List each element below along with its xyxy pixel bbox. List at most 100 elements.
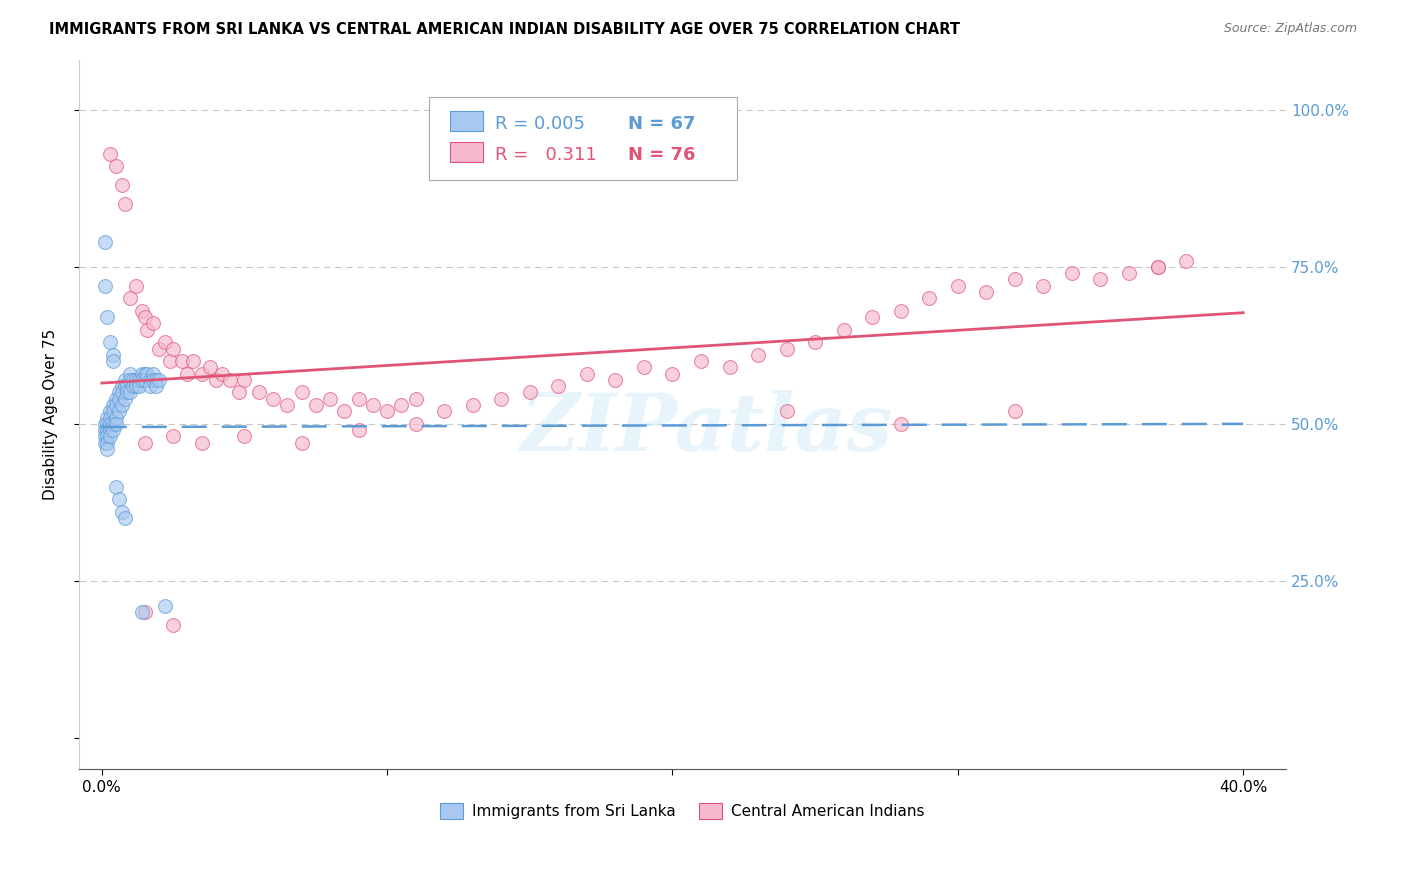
Point <box>633 360 655 375</box>
Point <box>519 385 541 400</box>
Point <box>1146 260 1168 274</box>
Point <box>98 410 121 425</box>
Point <box>205 373 228 387</box>
Point <box>103 348 125 362</box>
Point <box>305 398 328 412</box>
Point <box>200 360 222 375</box>
Point <box>148 373 170 387</box>
Point <box>890 303 912 318</box>
Point <box>262 392 284 406</box>
Text: Source: ZipAtlas.com: Source: ZipAtlas.com <box>1223 22 1357 36</box>
FancyBboxPatch shape <box>429 96 737 180</box>
Point <box>276 398 298 412</box>
Point <box>134 310 156 324</box>
Y-axis label: Disability Age Over 75: Disability Age Over 75 <box>44 329 58 500</box>
FancyBboxPatch shape <box>450 111 484 130</box>
Point <box>105 392 128 406</box>
Point <box>103 423 125 437</box>
Legend: Immigrants from Sri Lanka, Central American Indians: Immigrants from Sri Lanka, Central Ameri… <box>434 797 931 825</box>
Point <box>93 429 115 443</box>
Point <box>1175 253 1198 268</box>
Point <box>918 291 941 305</box>
Point <box>461 398 484 412</box>
Point <box>491 392 513 406</box>
Point <box>547 379 569 393</box>
Point <box>120 367 142 381</box>
Point <box>103 398 125 412</box>
Point <box>333 404 356 418</box>
Text: N = 67: N = 67 <box>628 115 696 133</box>
Point <box>111 505 134 519</box>
Point <box>211 367 233 381</box>
Point <box>1118 266 1140 280</box>
Point <box>93 278 115 293</box>
Point <box>139 373 162 387</box>
Point <box>1090 272 1112 286</box>
Point <box>120 385 142 400</box>
Point <box>162 342 184 356</box>
Point <box>131 367 153 381</box>
Point <box>1032 278 1054 293</box>
Point <box>105 480 128 494</box>
Point <box>136 367 159 381</box>
Point <box>105 398 128 412</box>
Point <box>96 417 118 431</box>
Point <box>98 429 121 443</box>
Point <box>98 423 121 437</box>
Point <box>190 367 212 381</box>
Text: R = 0.005: R = 0.005 <box>495 115 585 133</box>
Point <box>111 385 134 400</box>
Point <box>114 392 136 406</box>
Point <box>96 429 118 443</box>
Point <box>108 492 131 507</box>
Point <box>170 354 193 368</box>
Point <box>134 435 156 450</box>
Point <box>125 373 148 387</box>
Point <box>890 417 912 431</box>
Point <box>125 278 148 293</box>
Point <box>98 335 121 350</box>
Point <box>747 348 769 362</box>
Point <box>361 398 384 412</box>
Point <box>145 379 167 393</box>
Point <box>1146 260 1168 274</box>
Text: N = 76: N = 76 <box>628 146 696 164</box>
Point <box>117 385 139 400</box>
Point <box>120 373 142 387</box>
Point <box>661 367 683 381</box>
Point <box>93 235 115 249</box>
Point <box>108 404 131 418</box>
Point <box>976 285 998 299</box>
Text: IMMIGRANTS FROM SRI LANKA VS CENTRAL AMERICAN INDIAN DISABILITY AGE OVER 75 CORR: IMMIGRANTS FROM SRI LANKA VS CENTRAL AME… <box>49 22 960 37</box>
Point <box>832 323 855 337</box>
Point <box>319 392 342 406</box>
Point <box>389 398 412 412</box>
Point <box>96 410 118 425</box>
Point <box>114 373 136 387</box>
Point <box>233 429 256 443</box>
Point <box>228 385 250 400</box>
Point <box>290 385 312 400</box>
Point <box>108 385 131 400</box>
Point <box>946 278 969 293</box>
FancyBboxPatch shape <box>450 142 484 161</box>
Point <box>190 435 212 450</box>
Point <box>103 417 125 431</box>
Point <box>134 367 156 381</box>
Point <box>96 435 118 450</box>
Point <box>142 367 165 381</box>
Point <box>103 404 125 418</box>
Point <box>114 511 136 525</box>
Point <box>111 379 134 393</box>
Text: ZIPatlas: ZIPatlas <box>520 390 893 467</box>
Point <box>93 435 115 450</box>
Point <box>117 379 139 393</box>
Point <box>131 605 153 619</box>
Point <box>347 392 370 406</box>
Point <box>775 404 797 418</box>
Point <box>125 379 148 393</box>
Point <box>690 354 713 368</box>
Point <box>290 435 312 450</box>
Point <box>162 429 184 443</box>
Point <box>153 599 176 613</box>
